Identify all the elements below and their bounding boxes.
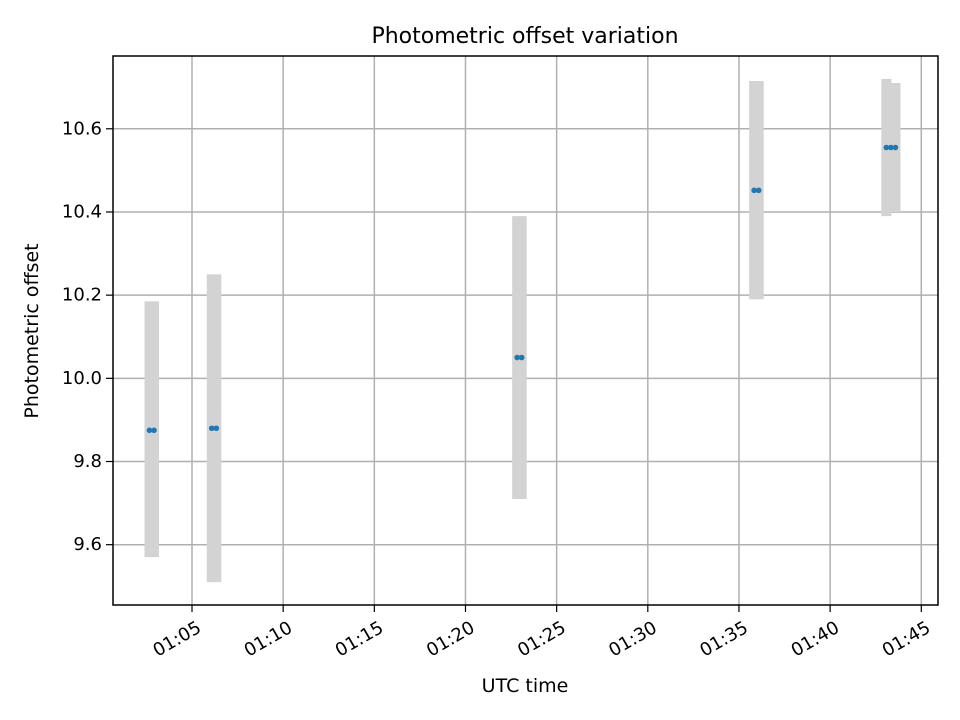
chart-title: Photometric offset variation — [371, 24, 678, 49]
x-axis-label: UTC time — [482, 675, 569, 697]
x-tick-label: 01:05 — [149, 617, 204, 661]
y-tick-label: 10.2 — [62, 285, 102, 306]
y-axis-label: Photometric offset — [21, 243, 43, 418]
data-point — [514, 354, 520, 361]
x-tick-label: 01:15 — [332, 617, 387, 661]
x-tick-label: 01:40 — [788, 617, 843, 661]
data-point — [208, 425, 215, 432]
x-tick-label: 01:20 — [423, 617, 478, 661]
y-axis-ticks: 9.6 9.8 10.0 10.2 10.4 10.6 — [62, 118, 113, 555]
data-point — [888, 144, 894, 151]
x-tick-label: 01:45 — [879, 617, 934, 661]
data-points — [146, 144, 899, 434]
error-bars — [144, 78, 901, 583]
y-tick-label: 10.6 — [62, 118, 102, 139]
data-point — [146, 427, 153, 434]
y-tick-label: 9.6 — [73, 534, 102, 555]
data-point — [892, 144, 899, 151]
plot-frame — [112, 55, 939, 606]
data-point — [883, 144, 890, 151]
x-tick-label: 01:35 — [696, 617, 751, 661]
y-tick-label: 10.0 — [62, 368, 102, 389]
x-tick-label: 01:30 — [605, 617, 660, 661]
data-point — [755, 187, 762, 194]
y-tick-label: 10.4 — [62, 201, 102, 222]
data-point — [151, 427, 157, 434]
x-axis-ticks: 01:05 01:10 01:15 01:20 01:25 01:30 01:35 01:40… — [149, 605, 934, 661]
data-point — [518, 354, 525, 361]
data-point — [213, 425, 220, 432]
x-tick-label: 01:10 — [241, 617, 296, 661]
x-tick-label: 01:25 — [514, 617, 569, 661]
data-point — [751, 187, 757, 194]
y-tick-label: 9.8 — [73, 451, 102, 472]
